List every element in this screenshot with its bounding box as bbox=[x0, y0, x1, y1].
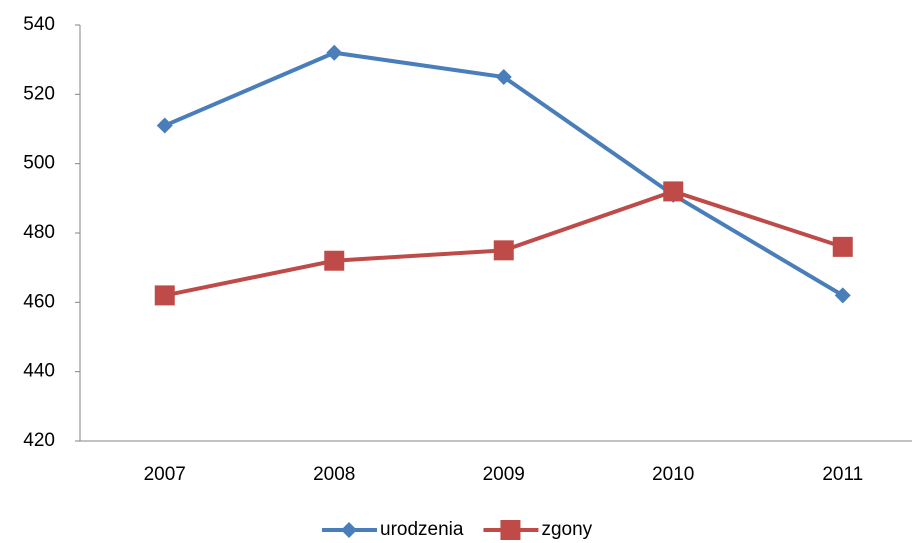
legend: urodzenia zgony bbox=[322, 519, 593, 540]
y-tick-label: 500 bbox=[23, 153, 55, 174]
legend-label: urodzenia bbox=[380, 519, 464, 540]
marker bbox=[156, 117, 173, 134]
x-tick-label: 2007 bbox=[144, 464, 186, 485]
marker bbox=[326, 44, 343, 61]
marker bbox=[154, 285, 175, 306]
y-tick-label: 540 bbox=[23, 14, 55, 35]
y-tick-label: 480 bbox=[23, 222, 55, 243]
y-tick-label: 520 bbox=[23, 83, 55, 104]
x-tick-label: 2011 bbox=[822, 464, 863, 485]
x-tick-label: 2008 bbox=[313, 464, 355, 485]
legend-label: zgony bbox=[541, 519, 592, 540]
marker bbox=[500, 520, 521, 540]
marker bbox=[495, 69, 512, 85]
y-tick-label: 440 bbox=[23, 361, 55, 382]
x-tick-label: 2009 bbox=[483, 464, 525, 485]
marker bbox=[663, 181, 684, 202]
marker bbox=[832, 236, 853, 257]
marker bbox=[493, 240, 514, 261]
marker bbox=[834, 287, 851, 304]
y-tick-label: 460 bbox=[23, 291, 55, 312]
marker bbox=[341, 522, 357, 538]
y-tick-label: 420 bbox=[23, 430, 55, 451]
x-tick-label: 2010 bbox=[652, 464, 694, 485]
marker bbox=[324, 250, 345, 271]
